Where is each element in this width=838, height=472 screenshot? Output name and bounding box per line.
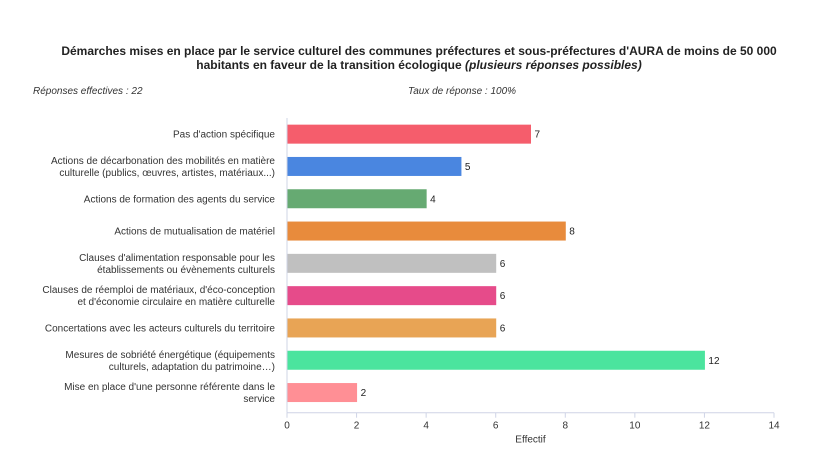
data-label: 5 xyxy=(465,162,471,173)
x-tick-label: 12 xyxy=(699,421,711,432)
bar xyxy=(287,383,358,403)
title-line-2: habitants en faveur de la transition éco… xyxy=(40,58,798,72)
category-label-line: Clauses d'alimentation responsable pour … xyxy=(79,253,275,264)
data-label: 8 xyxy=(569,227,575,238)
title-line-1: Démarches mises en place par le service … xyxy=(61,44,777,58)
category-label-line: culturelle (publics, œuvres, artistes, m… xyxy=(59,168,275,179)
title-line-2-main: habitants en faveur de la transition éco… xyxy=(196,58,462,72)
category-label-line: Clauses de réemploi de matériaux, d'éco-… xyxy=(42,285,275,296)
data-label: 4 xyxy=(430,194,436,205)
category-label: Concertations avec les acteurs culturels… xyxy=(45,323,276,334)
category-label: Mise en place d'une personne référente d… xyxy=(64,382,275,405)
category-label-line: Actions de formation des agents du servi… xyxy=(84,194,276,205)
x-tick-label: 6 xyxy=(493,421,499,432)
chart-title: Démarches mises en place par le service … xyxy=(40,44,798,72)
category-label-line: établissements ou évènements culturels xyxy=(97,265,275,276)
category-label-line: Mise en place d'une personne référente d… xyxy=(64,382,275,393)
data-label: 7 xyxy=(535,130,541,141)
data-label: 6 xyxy=(500,291,506,302)
response-rate-label: Taux de réponse : 100% xyxy=(408,86,517,97)
bar xyxy=(287,286,497,306)
category-label-line: Actions de décarbonation des mobilités e… xyxy=(51,156,275,167)
category-label: Actions de formation des agents du servi… xyxy=(84,194,276,205)
category-label-line: Actions de mutualisation de matériel xyxy=(114,227,275,238)
category-label-line: et d'économie circulaire en matière cult… xyxy=(77,297,275,308)
bar xyxy=(287,124,531,144)
title-suffix: (plusieurs réponses possibles) xyxy=(465,58,642,72)
category-label: Mesures de sobriété énergétique (équipem… xyxy=(65,350,275,373)
category-label-line: Concertations avec les acteurs culturels… xyxy=(45,323,276,334)
bar xyxy=(287,350,705,370)
x-tick-label: 2 xyxy=(354,421,360,432)
x-tick-label: 10 xyxy=(629,421,641,432)
category-label: Actions de décarbonation des mobilités e… xyxy=(51,156,275,179)
bar xyxy=(287,253,497,273)
category-label-line: Mesures de sobriété énergétique (équipem… xyxy=(65,350,275,361)
data-label: 12 xyxy=(708,356,720,367)
bar xyxy=(287,156,462,176)
x-tick-label: 8 xyxy=(563,421,569,432)
bar xyxy=(287,189,427,209)
data-label: 6 xyxy=(500,323,506,334)
x-tick-label: 0 xyxy=(284,421,290,432)
category-label-line: culturels, adaptation du patrimoine…) xyxy=(109,362,275,373)
category-label-line: service xyxy=(243,394,275,405)
x-tick-label: 4 xyxy=(423,421,429,432)
data-label: 2 xyxy=(361,388,367,399)
category-label: Actions de mutualisation de matériel xyxy=(114,227,275,238)
responses-label: Réponses effectives : 22 xyxy=(33,86,143,97)
bar xyxy=(287,221,566,241)
data-label: 6 xyxy=(500,259,506,270)
bar xyxy=(287,318,497,338)
x-tick-label: 14 xyxy=(768,421,780,432)
category-label: Clauses d'alimentation responsable pour … xyxy=(79,253,275,276)
category-label: Clauses de réemploi de matériaux, d'éco-… xyxy=(42,285,275,308)
category-label: Pas d'action spécifique xyxy=(173,130,275,141)
category-label-line: Pas d'action spécifique xyxy=(173,130,275,141)
x-axis-label: Effectif xyxy=(515,435,546,446)
